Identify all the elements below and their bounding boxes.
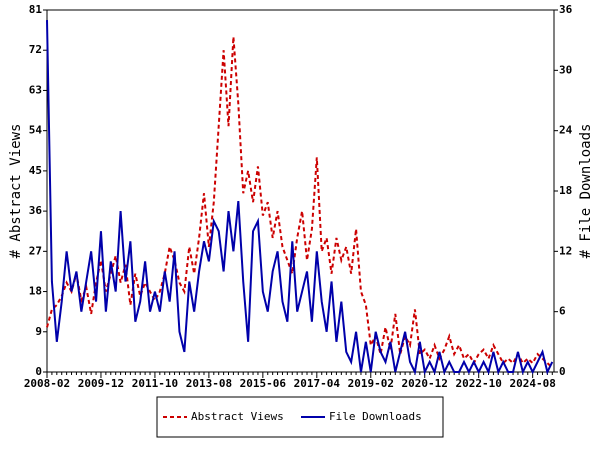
x-tick-label: 2009-12 [78,377,124,390]
y2-tick-label: 30 [559,63,572,76]
y-tick-label: 54 [29,124,43,137]
x-tick-label: 2020-12 [402,377,448,390]
x-tick-label: 2022-10 [456,377,502,390]
y-tick-label: 63 [29,83,42,96]
x-tick-label: 2013-08 [186,377,232,390]
plot-frame [46,9,555,373]
y-axis-title: # Abstract Views [8,124,24,259]
y-tick-label: 9 [35,325,42,338]
y-tick-label: 45 [29,164,42,177]
y-tick-label: 72 [29,43,42,56]
y-tick-label: 18 [29,285,42,298]
y2-tick-label: 6 [559,305,566,318]
y2-tick-label: 18 [559,184,572,197]
y-tick-label: 0 [35,365,42,378]
y-tick-label: 36 [29,204,43,217]
x-tick-label: 2015-06 [240,377,287,390]
series-line [46,20,554,376]
x-tick-label: 2024-08 [509,377,555,390]
y2-tick-label: 24 [559,124,573,137]
y2-tick-label: 0 [559,365,566,378]
legend-label: File Downloads [329,410,422,423]
y-tick-label: 27 [29,244,42,257]
y-tick-label: 81 [29,3,43,16]
x-tick-label: 2019-02 [348,377,394,390]
x-tick-label: 2017-04 [294,377,341,390]
x-tick-label: 2011-10 [132,377,178,390]
legend [156,396,444,438]
x-tick-label: 2008-02 [24,377,70,390]
series-line [46,36,553,369]
y2-axis-title: # File Downloads [578,124,594,259]
y2-tick-label: 12 [559,244,572,257]
legend-label: Abstract Views [191,410,284,423]
y2-tick-label: 36 [559,3,573,16]
